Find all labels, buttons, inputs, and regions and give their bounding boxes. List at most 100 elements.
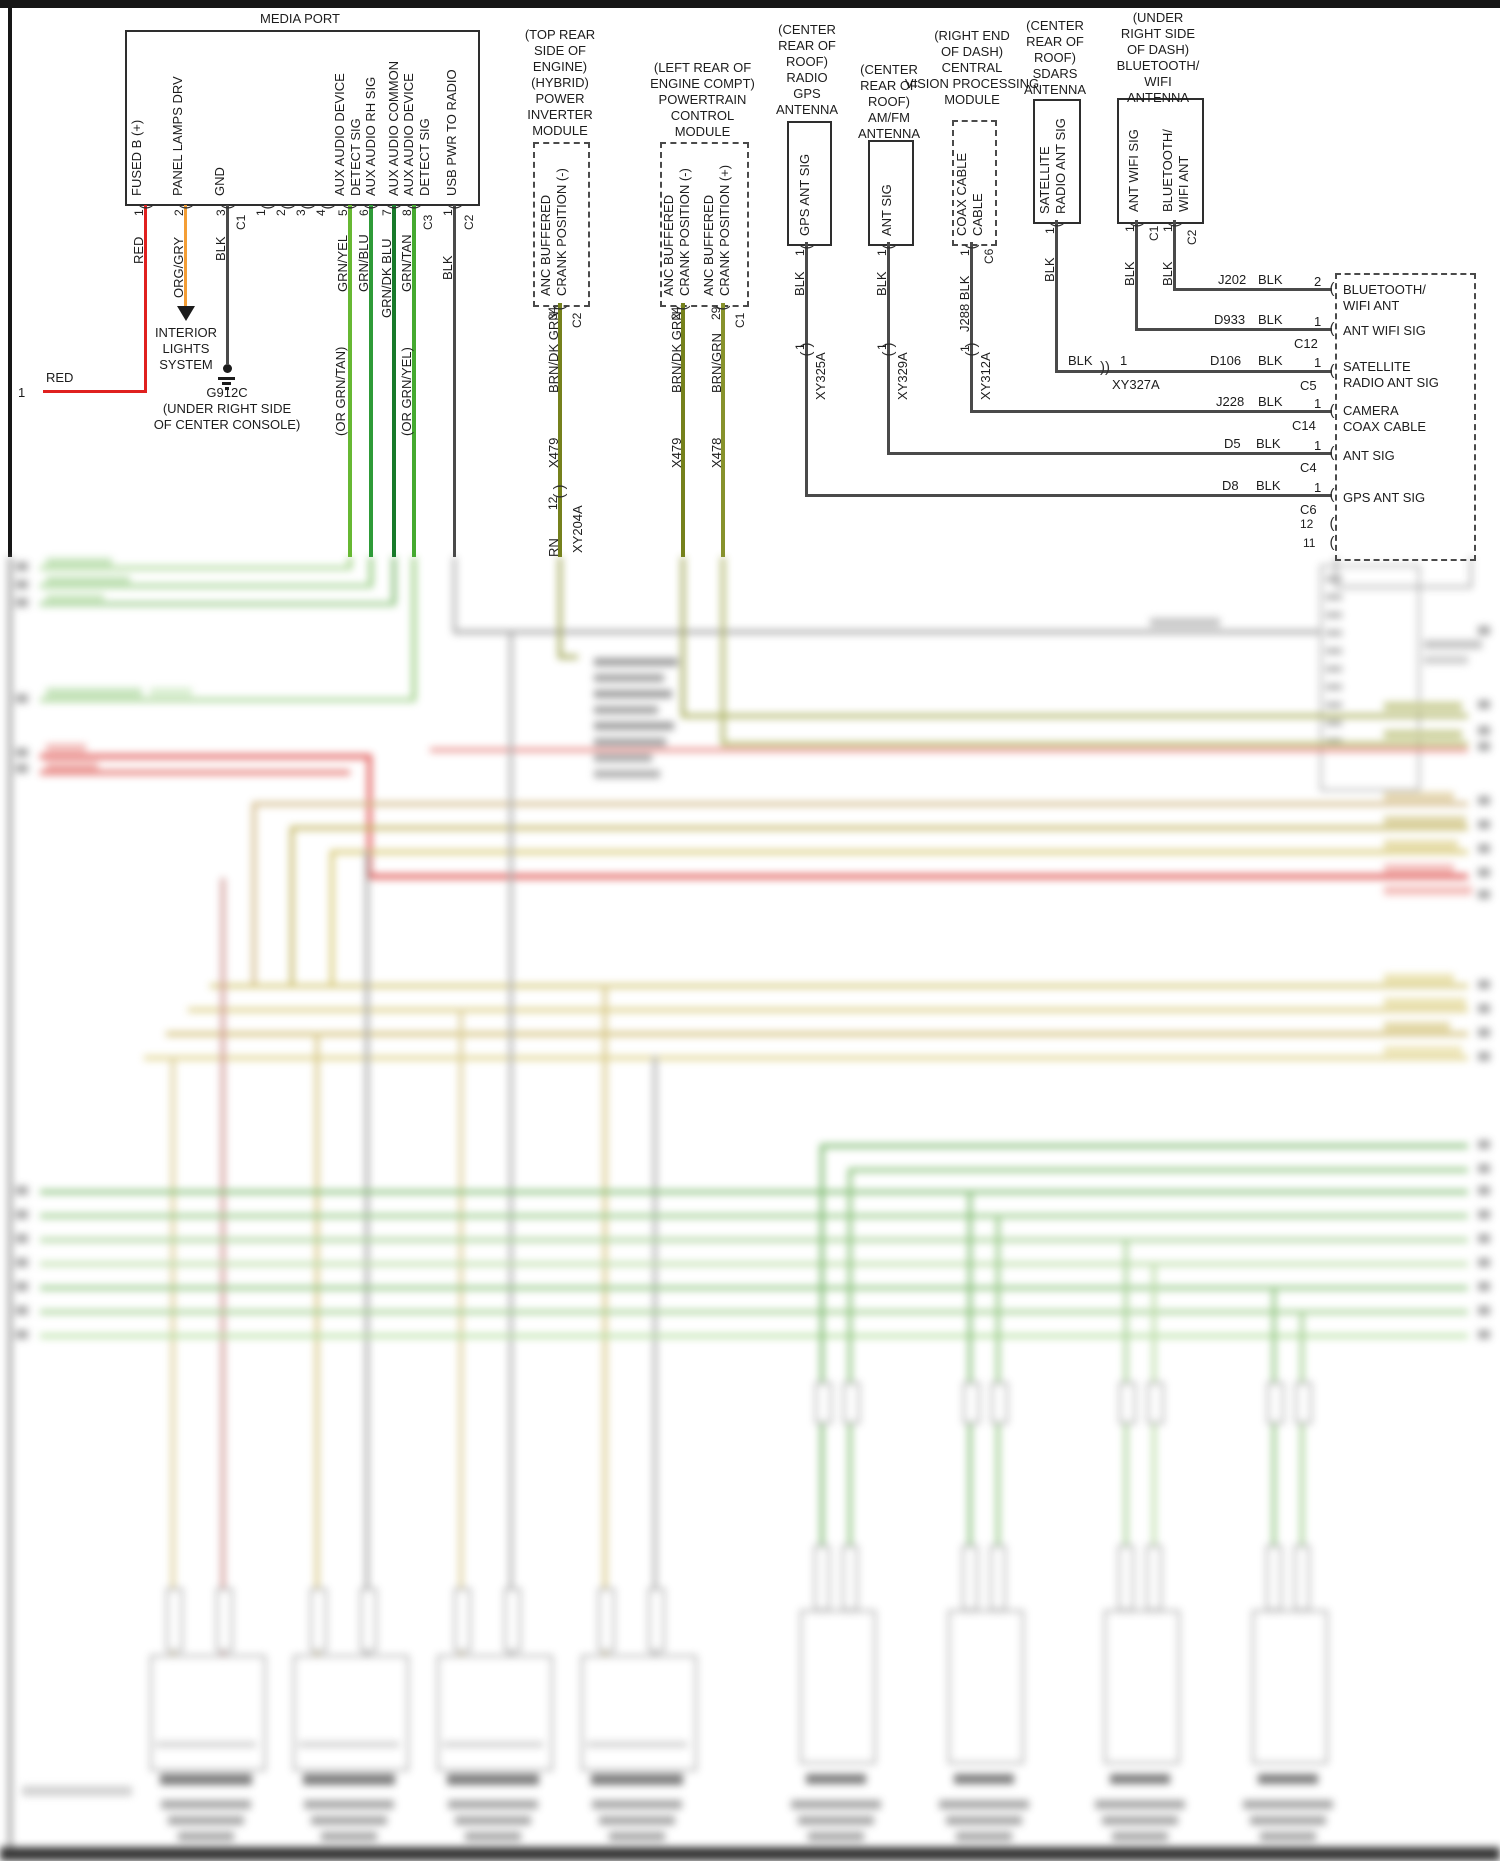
blurred-shape <box>252 802 256 988</box>
connector-id: C14 <box>1292 418 1316 433</box>
blurred-connector-outline <box>800 1610 876 1764</box>
blurred-shape <box>653 1056 657 1656</box>
blurred-shape <box>392 557 396 606</box>
amfm-ant-title-line: (CENTER <box>860 62 918 77</box>
wire-aux-grn-blu <box>369 205 373 557</box>
pin-number: 1 <box>132 209 146 216</box>
blurred-shape <box>1478 626 1490 635</box>
sdars-title-line: SDARS <box>1032 66 1078 81</box>
sdars-title-line: REAR OF <box>1026 34 1084 49</box>
sdars-title-line: ANTENNA <box>1023 82 1087 97</box>
btwifi-title-line: RIGHT SIDE <box>1120 26 1196 41</box>
blurred-shape <box>1250 1816 1326 1825</box>
blurred-shape <box>1478 1140 1490 1149</box>
wire-color: J288 BLK <box>957 275 972 332</box>
blurred-shape <box>40 1214 1468 1218</box>
blurred-shape <box>1326 702 1342 708</box>
wire-color: BLK <box>1256 436 1281 451</box>
powertrain-control-module-box <box>660 142 749 307</box>
btwifi-title-line: WIFI <box>1144 74 1172 89</box>
page-left-border <box>8 0 12 557</box>
btwifi-title-line: OF DASH) <box>1126 42 1190 57</box>
connector-id: C2 <box>462 214 476 230</box>
connector-id: C4 <box>1300 460 1317 475</box>
blurred-shape <box>609 1832 665 1841</box>
blurred-shape <box>1478 1258 1490 1267</box>
pin-number: 1 <box>1314 355 1322 370</box>
blurred-connector-outline <box>437 1655 553 1771</box>
pcm-title-line: ENGINE COMPT) <box>650 76 755 91</box>
gps-ant-title-line: RADIO <box>786 70 828 85</box>
blurred-shape <box>40 1262 1468 1266</box>
blurred-shape <box>1095 1800 1185 1809</box>
wire-aux-grn-tan <box>412 205 416 557</box>
blurred-connector-outline <box>815 1382 832 1424</box>
blurred-shape <box>1384 886 1472 895</box>
pin-number: 1 <box>793 249 807 256</box>
blurred-diagram-region <box>0 557 1500 1861</box>
wire-panel-lamps-org <box>184 205 187 306</box>
pim-title-line: MODULE <box>532 123 588 138</box>
wire-color: GRN/YEL <box>335 234 350 292</box>
blurred-shape <box>808 1832 864 1841</box>
blurred-shape <box>1478 1004 1490 1013</box>
wire-fused-b-red <box>43 390 147 393</box>
blurred-shape <box>1384 702 1462 711</box>
blurred-shape <box>1384 1022 1450 1031</box>
blurred-shape <box>1272 1286 1276 1608</box>
blurred-shape <box>1110 1774 1170 1784</box>
blurred-shape <box>40 1334 1468 1338</box>
blurred-shape <box>465 1832 521 1841</box>
pin-break-icon: ( <box>1329 320 1335 337</box>
wire-id: X479 <box>669 437 684 468</box>
blurred-shape <box>290 826 294 988</box>
arrow-down-icon <box>177 306 195 321</box>
wire-id: J202 <box>1218 272 1247 287</box>
blurred-connector-outline <box>454 1588 471 1652</box>
blurred-shape <box>1112 1832 1168 1841</box>
blurred-shape <box>453 557 456 632</box>
pcm-title-line: (LEFT REAR OF <box>653 60 752 75</box>
btwifi-title-line: ANTENNA <box>1126 90 1190 105</box>
blurred-shape <box>46 762 98 770</box>
wire-fused-b-red <box>144 205 147 393</box>
wire-amfm-blk <box>887 452 1332 455</box>
blurred-shape <box>330 850 334 988</box>
blurred-connector-outline <box>293 1655 409 1771</box>
wire-color: RN <box>546 538 561 557</box>
radio-pin-label: GPS ANT SIG <box>1343 490 1426 505</box>
blurred-shape <box>16 1330 28 1339</box>
blurred-connector-outline <box>1147 1382 1164 1424</box>
wire-color: BLK <box>213 236 228 261</box>
blurred-shape <box>0 1847 1500 1861</box>
blurred-shape <box>1335 557 1337 587</box>
blurred-shape <box>1326 738 1342 744</box>
blurred-connector-outline <box>581 1655 697 1771</box>
wire-color: BLK <box>1068 353 1093 368</box>
blurred-shape <box>939 1800 1029 1809</box>
blurred-shape <box>1478 1028 1490 1037</box>
blurred-shape <box>188 1008 1468 1012</box>
blurred-shape <box>46 558 112 567</box>
wire-id: X478 <box>709 437 724 468</box>
pin-number: 11 <box>1303 536 1316 550</box>
wire-bt-c2-blk <box>1173 220 1176 290</box>
blurred-shape <box>1478 844 1490 853</box>
wire-color: BLK <box>874 271 889 296</box>
blurred-shape <box>46 688 142 697</box>
splice-id: XY204A <box>570 505 585 553</box>
wire-color: RED <box>46 370 74 385</box>
blurred-shape <box>40 1286 1468 1290</box>
connector-id: C1 <box>1147 225 1161 241</box>
blurred-shape <box>1384 792 1454 801</box>
blurred-shape <box>40 770 350 775</box>
blurred-shape <box>448 1800 538 1809</box>
connector-id: C12 <box>1294 336 1318 351</box>
blurred-shape <box>599 1816 675 1825</box>
blurred-shape <box>1326 594 1342 600</box>
blurred-shape <box>1152 1262 1156 1608</box>
connector-id: C2 <box>570 312 584 328</box>
blurred-shape <box>443 1742 543 1747</box>
blurred-shape <box>1102 1816 1178 1825</box>
